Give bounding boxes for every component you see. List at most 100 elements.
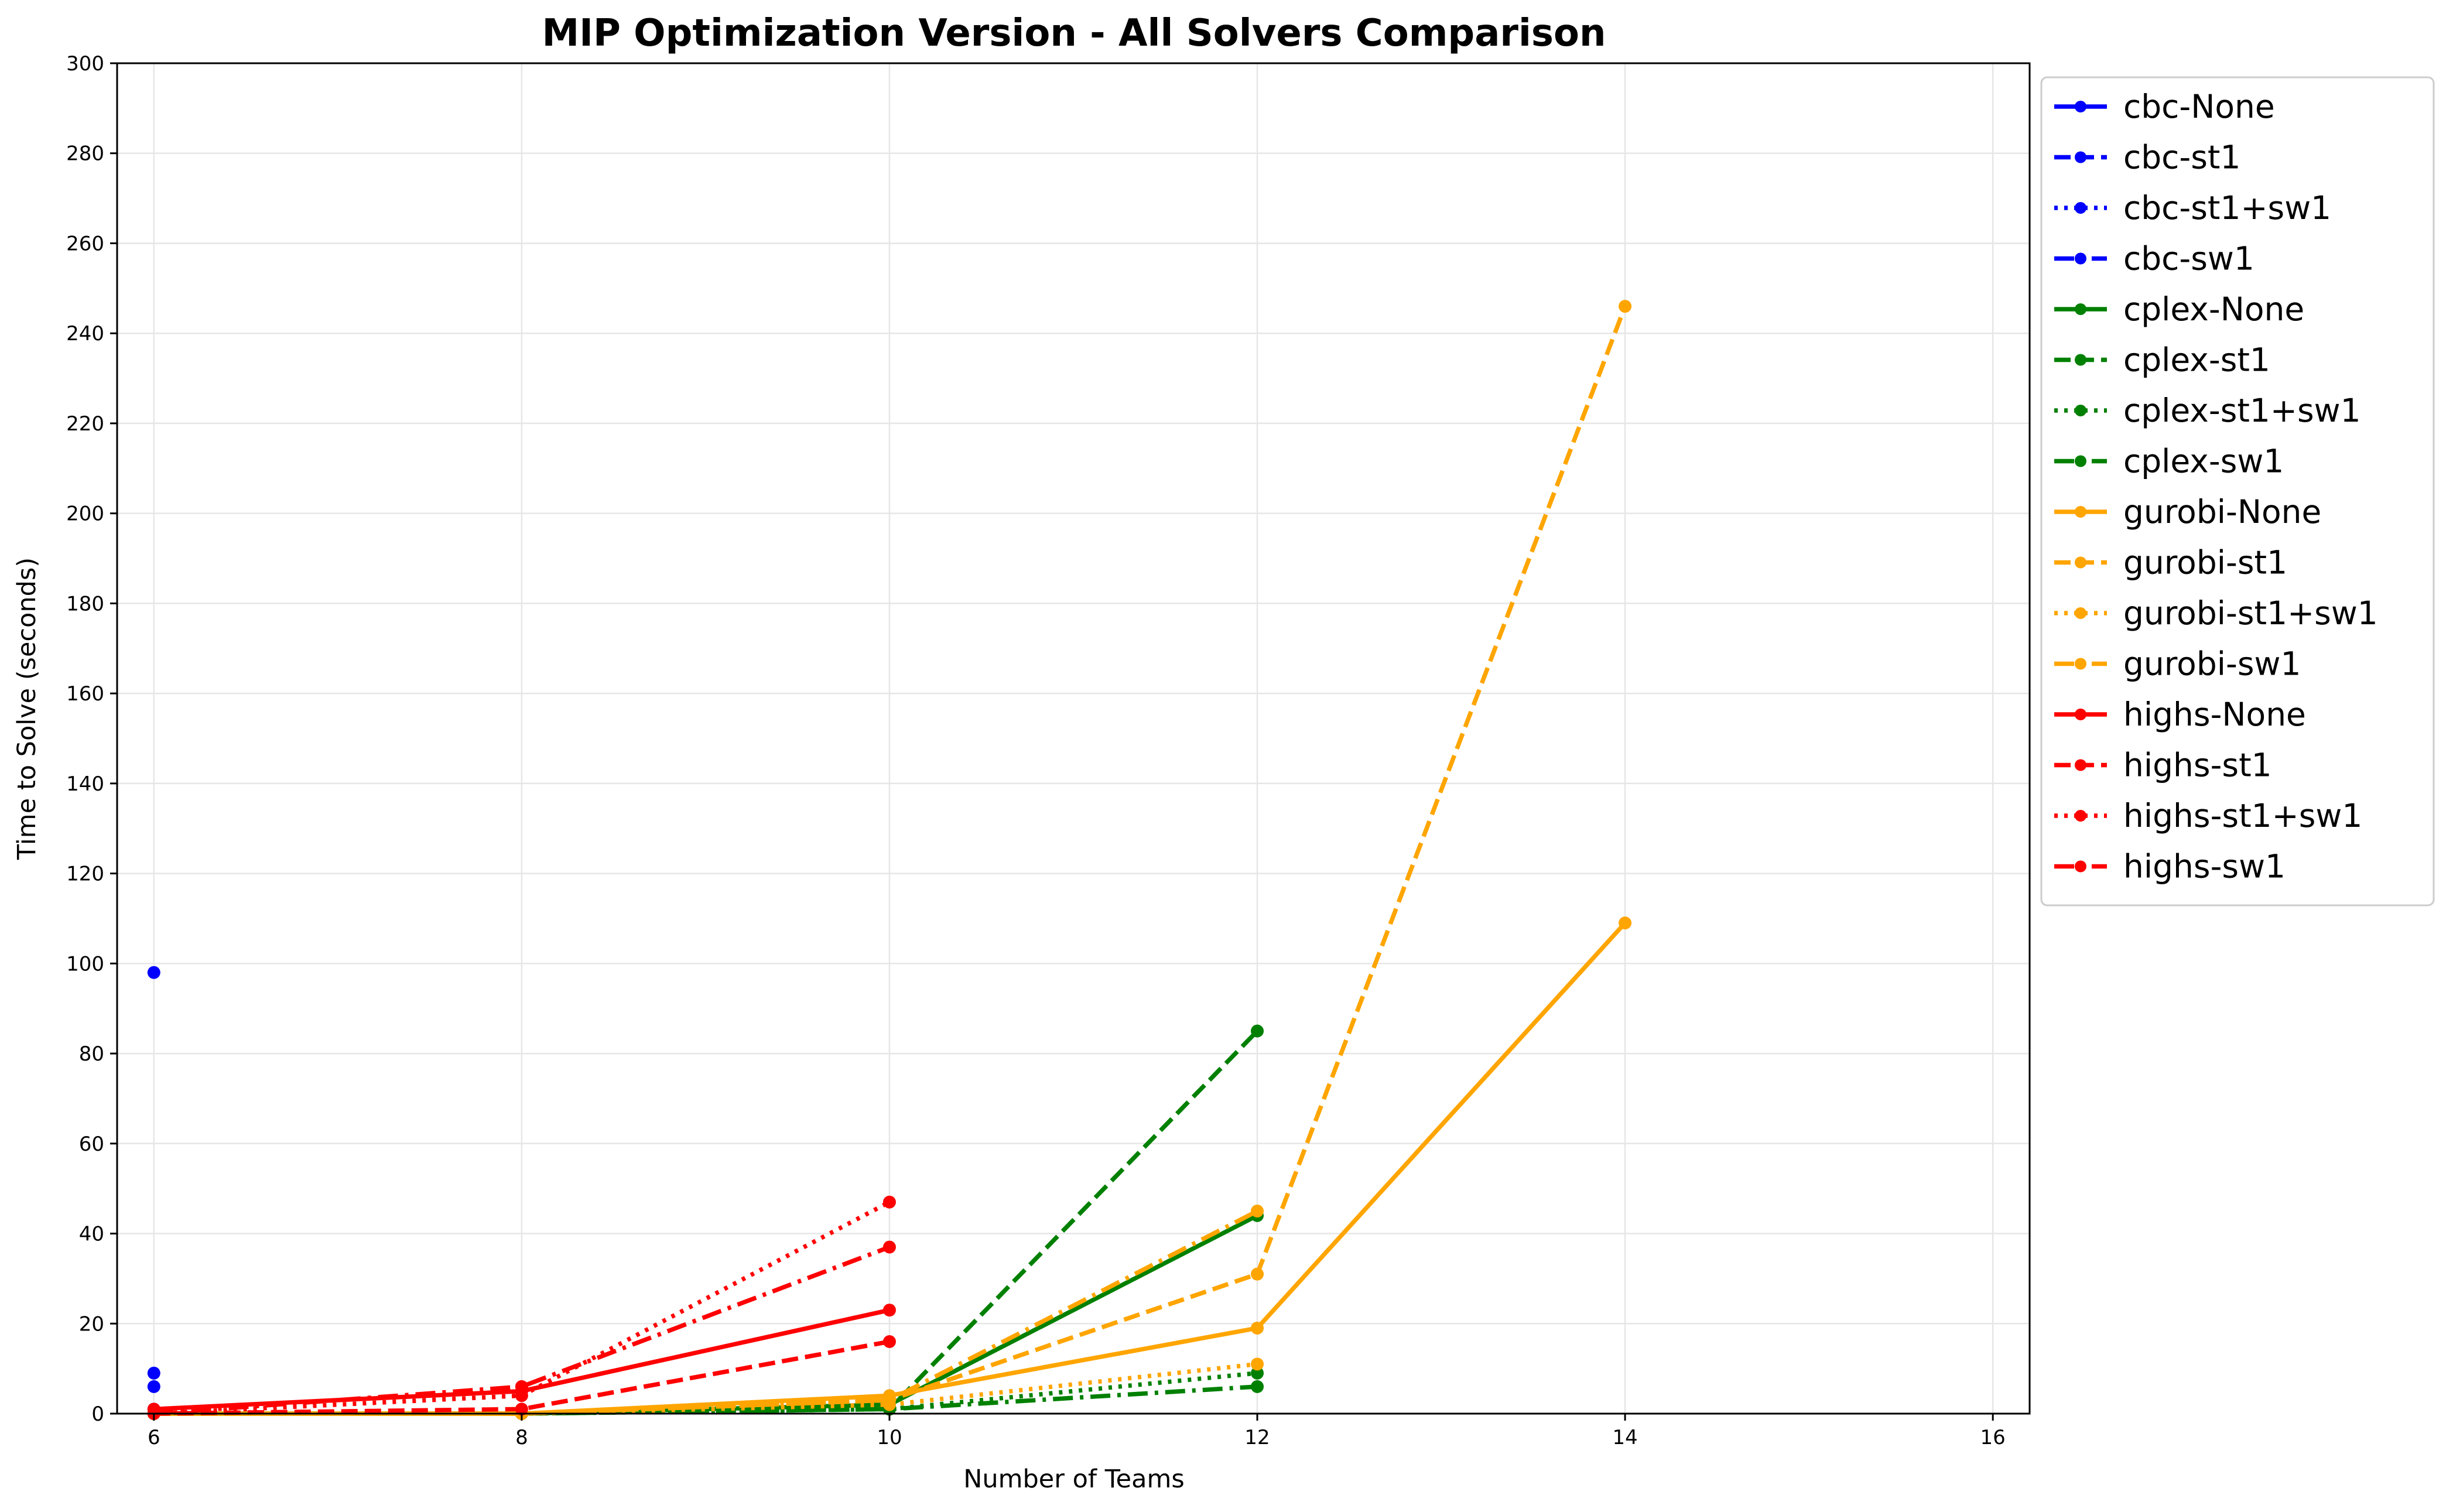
data-point-highs-sw1 [882, 1240, 896, 1254]
data-point-gurobi-sw1 [1251, 1205, 1264, 1218]
legend-label: cplex-None [2123, 290, 2304, 328]
y-tick-label: 200 [66, 502, 104, 526]
y-axis-label: Time to Solve (seconds) [12, 557, 42, 860]
data-point-highs-st1 [515, 1402, 528, 1416]
data-point-gurobi-st1 [1251, 1267, 1264, 1281]
legend-item-cplex-st1+sw1: cplex-st1+sw1 [2054, 392, 2361, 429]
legend-item-gurobi-st1+sw1: gurobi-st1+sw1 [2054, 594, 2378, 632]
x-tick-label: 14 [1612, 1426, 1637, 1449]
data-point-cplex-sw1 [1251, 1380, 1264, 1393]
x-tick-label: 10 [877, 1426, 902, 1449]
y-tick-label: 40 [79, 1223, 104, 1246]
axes: 6 8 10 12 14 16020406080100120140160180200220… [66, 52, 2031, 1449]
legend-label: highs-st1+sw1 [2123, 797, 2362, 834]
x-axis-label: Number of Teams [963, 1465, 1185, 1494]
legend-label: gurobi-sw1 [2123, 645, 2301, 683]
data-point-cbc-None [147, 966, 160, 979]
legend-marker [2075, 303, 2086, 315]
legend-label: cbc-sw1 [2123, 240, 2254, 278]
series-line-cplex-sw1 [153, 1384, 1258, 1416]
legend-item-gurobi-sw1: gurobi-sw1 [2054, 645, 2301, 683]
x-tick-label: 6 [148, 1426, 160, 1449]
legend-item-highs-None: highs-None [2054, 696, 2306, 733]
series-line-highs-st1 [153, 1339, 890, 1416]
legend-item-gurobi-None: gurobi-None [2054, 493, 2321, 531]
y-tick-label: 100 [66, 952, 104, 976]
chart-title: MIP Optimization Version - All Solvers C… [542, 12, 1606, 55]
y-tick-label: 280 [66, 142, 104, 166]
y-tick-label: 260 [66, 232, 104, 255]
data-point-highs-st1+sw1 [515, 1389, 528, 1402]
legend-marker [2075, 810, 2086, 822]
legend-item-cbc-None: cbc-None [2054, 88, 2275, 125]
legend-item-highs-st1: highs-st1 [2054, 747, 2272, 784]
legend-label: cbc-st1 [2123, 139, 2240, 176]
y-tick-label: 300 [66, 52, 104, 76]
x-tick-label: 12 [1244, 1426, 1270, 1449]
y-tick-label: 240 [66, 322, 104, 345]
legend-marker [2075, 759, 2086, 771]
data-point-gurobi-None [1619, 916, 1632, 930]
data-point-cbc-st1 [147, 1366, 160, 1380]
x-tick-label: 16 [1980, 1426, 2006, 1449]
legend-label: highs-st1 [2123, 747, 2272, 784]
legend-marker [2075, 607, 2086, 619]
data-point-highs-st1+sw1 [882, 1195, 896, 1209]
legend-item-cbc-st1+sw1: cbc-st1+sw1 [2054, 189, 2331, 227]
legend-marker [2075, 658, 2086, 670]
legend-label: cbc-None [2123, 88, 2275, 125]
legend-marker [2075, 405, 2086, 416]
data-point-gurobi-st1+sw1 [1251, 1357, 1264, 1371]
data-point-cplex-st1 [1251, 1024, 1264, 1038]
legend-marker [2075, 455, 2086, 467]
y-tick-label: 60 [79, 1133, 104, 1156]
series-cbc-st1 [147, 1366, 160, 1380]
legend-label: gurobi-st1 [2123, 544, 2287, 581]
legend-item-gurobi-st1: gurobi-st1 [2054, 544, 2287, 581]
y-tick-label: 0 [91, 1402, 104, 1426]
legend-marker [2075, 101, 2086, 112]
series-cbc-None [147, 966, 160, 979]
data-point-gurobi-sw1 [882, 1393, 896, 1407]
y-tick-label: 80 [79, 1042, 104, 1066]
y-tick-label: 180 [66, 592, 104, 615]
plot-frame [116, 62, 2031, 1415]
data-point-highs-None [882, 1304, 896, 1317]
series-cbc-sw1 [147, 1380, 160, 1393]
legend-item-highs-st1+sw1: highs-st1+sw1 [2054, 797, 2362, 834]
series-line-highs-sw1 [153, 1245, 891, 1416]
y-tick-label: 20 [79, 1312, 104, 1336]
legend-label: gurobi-None [2123, 493, 2321, 531]
y-tick-label: 220 [66, 412, 104, 436]
legend-item-cbc-st1: cbc-st1 [2054, 139, 2240, 176]
data-point-gurobi-None [1251, 1321, 1264, 1335]
legend-label: highs-None [2123, 696, 2306, 733]
legend-label: cbc-st1+sw1 [2123, 189, 2331, 227]
legend-marker [2075, 354, 2086, 366]
legend-marker [2075, 506, 2086, 518]
legend-marker [2075, 202, 2086, 214]
legend-item-cplex-sw1: cplex-sw1 [2054, 443, 2284, 480]
legend-label: highs-sw1 [2123, 848, 2286, 885]
data-point-highs-sw1 [515, 1380, 528, 1393]
legend-label: cplex-sw1 [2123, 443, 2284, 480]
data-point-gurobi-st1 [1619, 300, 1632, 313]
legend-marker [2075, 860, 2086, 873]
legend-marker [2075, 556, 2086, 569]
legend-item-cplex-st1: cplex-st1 [2054, 341, 2270, 379]
legend: cbc-None cbc-st1 cbc-st1+sw1 cbc-sw1 cplex-N… [2040, 76, 2435, 906]
legend-label: gurobi-st1+sw1 [2123, 594, 2378, 632]
data-point-cplex-st1+sw1 [1251, 1366, 1264, 1380]
y-tick-label: 140 [66, 772, 104, 796]
legend-marker [2075, 151, 2086, 163]
series-line-highs-st1+sw1 [153, 1200, 891, 1416]
x-tick-label: 8 [515, 1426, 528, 1449]
legend-item-cbc-sw1: cbc-sw1 [2054, 240, 2254, 278]
legend-label: cplex-st1+sw1 [2123, 392, 2361, 429]
y-tick-label: 120 [66, 863, 104, 886]
data-point-highs-st1 [882, 1335, 896, 1349]
data-point-cbc-sw1 [147, 1380, 160, 1393]
series-highs-sw1 [147, 1240, 896, 1420]
legend-item-cplex-None: cplex-None [2054, 290, 2304, 328]
